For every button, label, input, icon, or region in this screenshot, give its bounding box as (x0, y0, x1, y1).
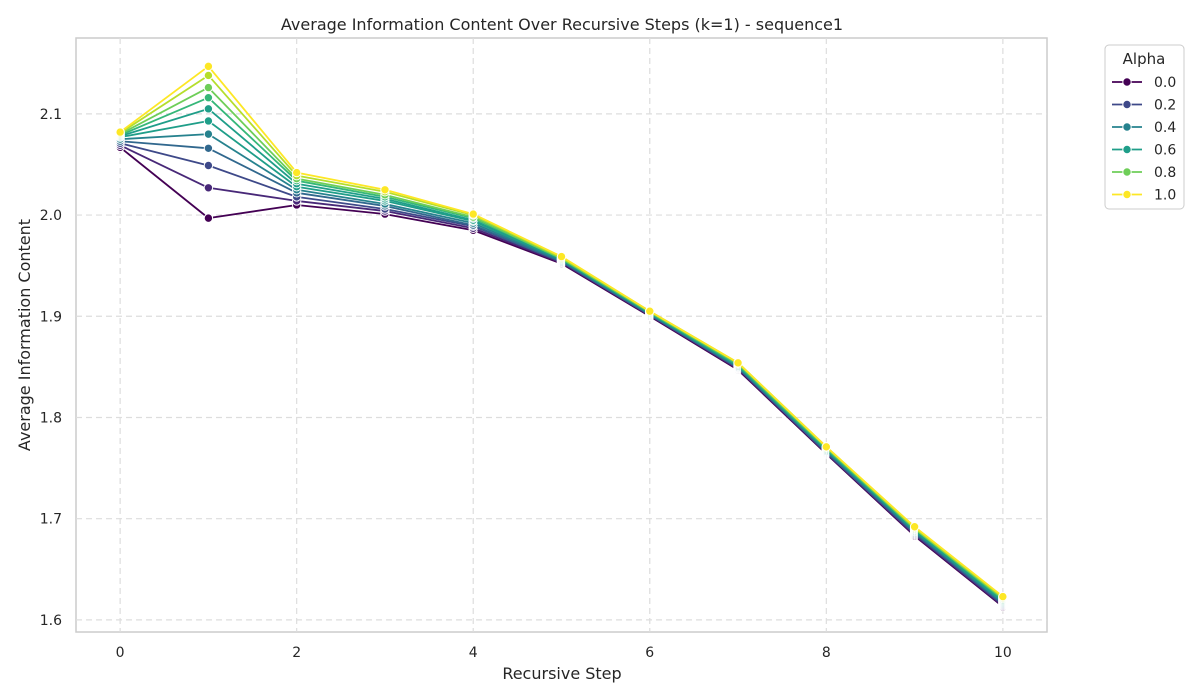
y-tick-label: 1.7 (40, 512, 62, 528)
y-tick-label: 1.6 (40, 613, 62, 629)
legend-marker (1122, 144, 1132, 155)
x-tick-label: 4 (469, 645, 478, 661)
plot-area-frame (75, 37, 1048, 633)
legend-label: 0.0 (1154, 75, 1176, 91)
data-point (203, 160, 214, 171)
y-tick-labels: 1.6 1.7 1.8 1.9 2.0 2.1 (40, 107, 62, 629)
legend: Alpha 0.0 0.2 0.4 0.6 0.8 1.0 (1104, 44, 1185, 210)
legend-entry: 0.6 (1112, 143, 1176, 159)
legend-marker (1122, 99, 1132, 110)
data-point (203, 61, 214, 72)
legend-title: Alpha (1123, 50, 1166, 68)
legend-marker (1122, 77, 1132, 87)
legend-marker (1122, 167, 1132, 177)
data-point (468, 209, 478, 219)
legend-marker (1122, 189, 1132, 200)
legend-entry: 0.2 (1112, 98, 1176, 114)
data-point (556, 251, 567, 262)
legend-entry: 0.0 (1112, 75, 1176, 91)
data-point (203, 116, 214, 126)
legend-entry: 1.0 (1112, 188, 1176, 204)
legend-entry: 0.4 (1112, 120, 1176, 136)
x-tick-label: 0 (116, 645, 125, 661)
data-point (203, 213, 214, 223)
y-tick-label: 1.9 (40, 309, 62, 325)
x-axis-label: Recursive Step (502, 664, 621, 683)
chart-title: Average Information Content Over Recursi… (281, 15, 843, 34)
data-point (203, 129, 214, 139)
legend-entry: 0.8 (1112, 165, 1176, 181)
data-point (821, 442, 832, 452)
y-axis-label: Average Information Content (15, 219, 34, 451)
data-point (733, 358, 743, 368)
legend-label: 0.8 (1154, 165, 1176, 181)
data-point (291, 167, 302, 178)
x-tick-label: 10 (994, 645, 1012, 661)
legend-marker (1122, 122, 1132, 132)
x-tick-label: 8 (822, 645, 831, 661)
series-layer (115, 61, 1008, 612)
y-tick-label: 1.8 (40, 410, 62, 426)
data-point (203, 143, 214, 153)
x-tick-label: 6 (645, 645, 654, 661)
legend-label: 0.4 (1154, 120, 1176, 136)
legend-label: 0.2 (1154, 98, 1176, 114)
grid-layer (76, 38, 1047, 632)
data-point (998, 591, 1008, 602)
legend-label: 0.6 (1154, 143, 1176, 159)
data-point (380, 185, 390, 195)
series-alpha-1-0 (115, 61, 1008, 602)
y-tick-label: 2.0 (40, 208, 62, 224)
x-tick-label: 2 (292, 645, 301, 661)
data-point (909, 522, 920, 532)
legend-label: 1.0 (1154, 188, 1176, 204)
data-point (203, 93, 214, 103)
data-point (645, 306, 655, 316)
x-tick-labels: 0 2 4 6 8 10 (116, 645, 1012, 661)
data-point (203, 82, 214, 93)
data-point (203, 70, 214, 81)
y-tick-label: 2.1 (40, 107, 62, 123)
data-point (203, 104, 214, 114)
data-point (115, 127, 125, 137)
data-point (203, 183, 214, 193)
